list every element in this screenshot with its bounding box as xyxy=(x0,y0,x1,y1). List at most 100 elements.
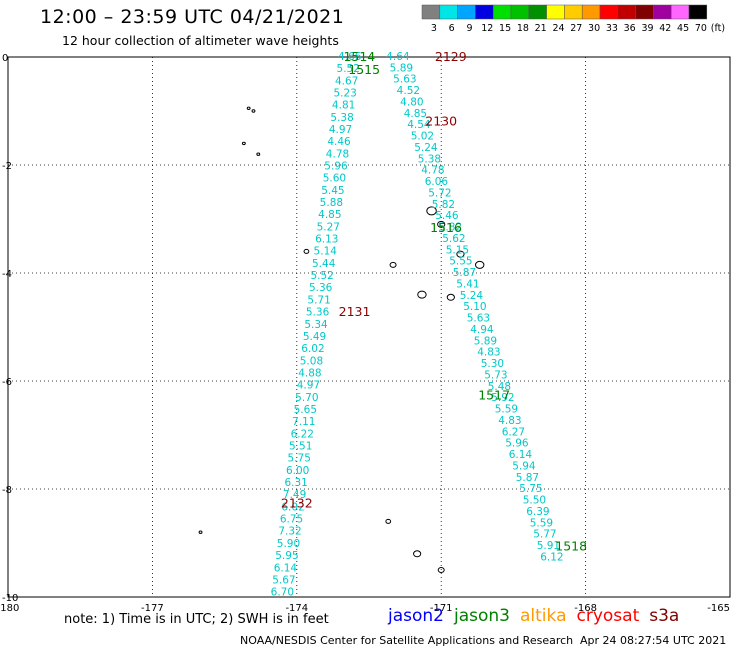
wave-height-value: 5.67 xyxy=(272,574,295,586)
wave-height-value: 5.70 xyxy=(295,392,318,404)
lat-tick-label: -6 xyxy=(2,377,12,388)
wave-height-value: 5.51 xyxy=(289,441,312,453)
lat-tick-label: -10 xyxy=(2,593,18,604)
wave-height-value: 5.48 xyxy=(488,381,511,393)
wave-height-value: 7.32 xyxy=(278,526,301,538)
wave-height-value: 4.80 xyxy=(400,96,423,108)
wave-height-value: 5.82 xyxy=(432,199,455,211)
footnote: note: 1) Time is in UTC; 2) SWH is in fe… xyxy=(64,612,329,627)
island-outlines xyxy=(198,106,485,573)
wave-height-value: 4.85 xyxy=(318,209,341,221)
wave-height-value: 5.36 xyxy=(309,282,333,294)
lat-tick-label: -2 xyxy=(2,161,12,172)
color-bin-label: 27 xyxy=(570,23,582,34)
wave-height-value: 5.96 xyxy=(505,438,529,450)
wave-height-value: 5.45 xyxy=(321,185,344,197)
color-bin-label: 6 xyxy=(449,23,455,34)
wave-height-value: 5.38 xyxy=(418,153,441,165)
wave-height-value: 7.11 xyxy=(292,416,315,428)
pass-label: 2131 xyxy=(339,304,371,319)
wave-height-value: 7.49 xyxy=(283,489,306,501)
color-bin-label: 33 xyxy=(606,23,618,34)
wave-height-value: 6.22 xyxy=(291,428,314,440)
wave-height-value: 5.36 xyxy=(306,307,330,319)
color-bin xyxy=(510,4,530,20)
wave-height-value: 4.97 xyxy=(297,380,320,392)
wave-height-value: 4.94 xyxy=(470,324,494,336)
wave-height-value: 5.59 xyxy=(530,517,553,529)
wave-height-value: 5.89 xyxy=(474,335,497,347)
color-bin xyxy=(670,4,690,20)
wave-height-value: 5.63 xyxy=(467,313,490,325)
wave-height-value: 6.13 xyxy=(315,234,338,246)
wave-height-value: 4.52 xyxy=(397,85,420,97)
color-bin-label: 9 xyxy=(466,23,472,34)
color-bin xyxy=(635,4,654,20)
wave-height-value: 5.94 xyxy=(512,460,536,472)
island-outline xyxy=(417,290,427,299)
pass-label: 2132 xyxy=(281,496,313,511)
color-bin-label: 42 xyxy=(659,23,671,34)
lon-tick-label: -171 xyxy=(430,603,453,614)
wave-height-value: 4.83 xyxy=(477,347,500,359)
wave-height-value: 5.52 xyxy=(310,270,333,282)
color-bin xyxy=(421,4,441,20)
wave-height-value: 5.24 xyxy=(460,290,484,302)
color-bin xyxy=(581,4,601,20)
wave-height-value: 5.92 xyxy=(491,392,514,404)
credit-line: NOAA/NESDIS Center for Satellite Applica… xyxy=(240,634,574,647)
island-outline xyxy=(251,109,256,113)
map-frame: -180 -177 -174 -171 -168 -165 0 -2 -4 -6 -8 -10 xyxy=(0,53,731,614)
wave-height-value: 6.00 xyxy=(286,465,309,477)
generated-timestamp: Apr 24 08:27:54 UTC 2021 xyxy=(580,634,727,647)
map-border xyxy=(7,56,731,598)
legend-jason2: jason2 xyxy=(388,606,444,626)
wave-height-value: 4.46 xyxy=(327,136,351,148)
wave-height-value: 6.39 xyxy=(526,506,549,518)
wave-height-value: 5.50 xyxy=(523,495,546,507)
pass-label: 1517 xyxy=(478,388,510,403)
island-outline xyxy=(241,141,246,146)
wave-height-value: 5.77 xyxy=(533,529,556,541)
lon-tick-label: -168 xyxy=(574,603,597,614)
island-outline xyxy=(198,530,203,534)
wave-height-value: 6.31 xyxy=(284,477,307,489)
color-bin-label: 39 xyxy=(641,23,653,34)
wave-height-value: 5.55 xyxy=(449,256,472,268)
wave-height-value: 5.49 xyxy=(303,331,326,343)
color-bin xyxy=(492,4,512,20)
wave-height-value: 5.52 xyxy=(337,63,360,75)
island-outline xyxy=(385,518,392,524)
color-bin xyxy=(599,4,619,20)
island-outline xyxy=(437,567,445,573)
map-subtitle: 12 hour collection of altimeter wave hei… xyxy=(62,33,339,48)
island-outline xyxy=(256,152,261,156)
wave-height-value: 5.60 xyxy=(323,173,346,185)
wave-height-value: 5.75 xyxy=(519,483,542,495)
wave-height-value: 4.67 xyxy=(335,75,358,87)
legend-jason3: jason3 xyxy=(454,606,510,626)
wave-height-value: 5.96 xyxy=(324,160,348,172)
wave-height-value: 4.64 xyxy=(386,51,410,63)
wave-height-value: 5.10 xyxy=(463,301,486,313)
color-scale-unit: (ft) xyxy=(711,23,725,34)
color-bin-label: 24 xyxy=(552,23,564,34)
wave-height-value: 5.30 xyxy=(481,358,504,370)
wave-height-value: 5.65 xyxy=(294,404,317,416)
color-bin-label: 3 xyxy=(431,23,437,34)
color-bin-label: 12 xyxy=(481,23,493,34)
wave-height-value: 4.85 xyxy=(404,108,427,120)
island-outline xyxy=(413,550,422,558)
color-bin xyxy=(564,4,583,20)
island-outline xyxy=(456,250,465,258)
color-bin-label: 36 xyxy=(624,23,636,34)
wave-height-value: 4.97 xyxy=(329,124,352,136)
wave-height-value: 6.75 xyxy=(280,514,303,526)
wave-height-value: 6.12 xyxy=(540,552,563,564)
color-bin-label: 30 xyxy=(588,23,600,34)
wave-height-value: 6.27 xyxy=(502,426,525,438)
wave-height-value: 5.91 xyxy=(537,540,560,552)
lon-tick-label: -180 xyxy=(0,603,19,614)
wave-height-value: 4.54 xyxy=(407,119,431,131)
